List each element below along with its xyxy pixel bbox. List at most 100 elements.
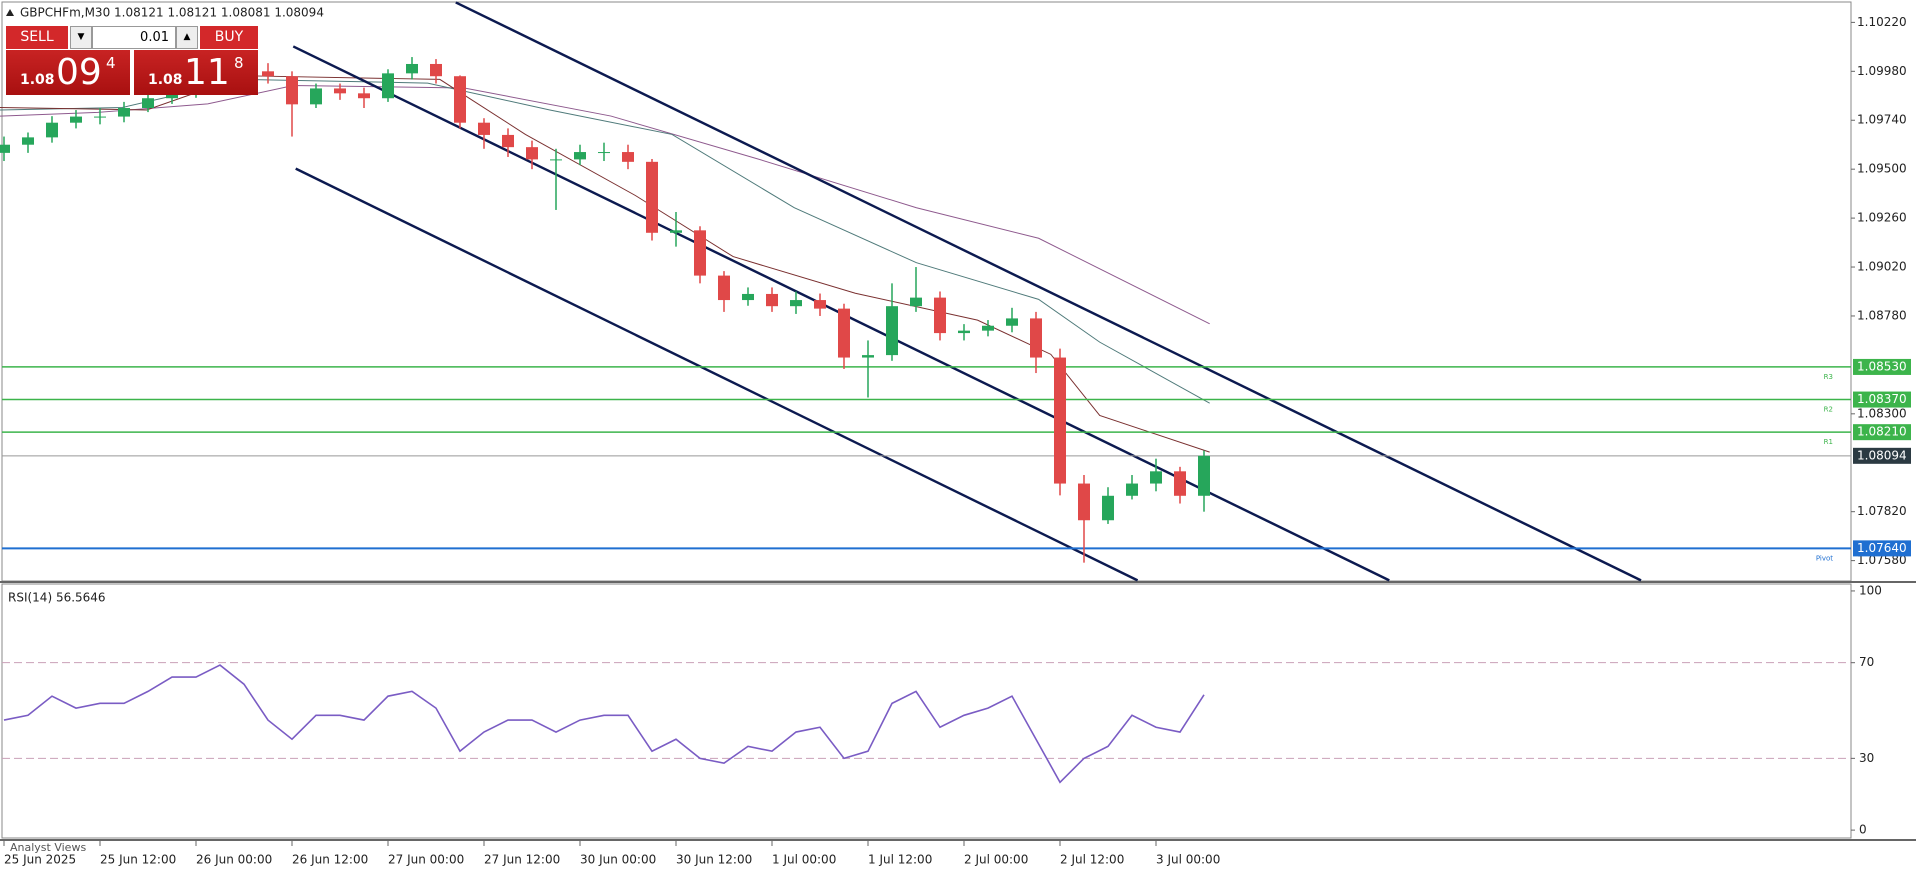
channel-line xyxy=(455,1,1642,582)
price-main: 11 xyxy=(184,52,230,93)
y-tick-label: 1.08300 xyxy=(1857,406,1907,420)
sell-button[interactable]: SELL xyxy=(6,26,68,49)
candle-body xyxy=(1102,495,1114,521)
candle-body xyxy=(94,116,106,118)
buy-price[interactable]: 1.08 11 8 xyxy=(134,50,258,95)
channel-line xyxy=(295,167,1139,582)
trade-panel: SELL ▼ 0.01 ▲ BUY 1.08 09 4 1.08 11 8 xyxy=(6,0,258,98)
level-tag xyxy=(1853,358,1911,375)
y-tick-label: 1.09740 xyxy=(1857,113,1907,127)
candle-body xyxy=(502,134,514,148)
price-sup: 4 xyxy=(106,54,116,72)
level-tag-label: 1.08370 xyxy=(1857,392,1907,406)
candle-body xyxy=(982,325,994,331)
chart-title: GBPCHFm,M30 1.08121 1.08121 1.08081 1.08… xyxy=(20,6,324,20)
candle-body xyxy=(742,293,754,301)
buy-button[interactable]: BUY xyxy=(200,26,258,49)
candle-body xyxy=(1006,318,1018,326)
candle-body xyxy=(670,230,682,233)
candle-body xyxy=(934,297,946,334)
footer-tab[interactable]: Analyst Views xyxy=(10,841,86,854)
candle-body xyxy=(70,116,82,123)
candle-body xyxy=(286,76,298,105)
candle-body xyxy=(406,63,418,74)
collapse-icon[interactable] xyxy=(6,9,14,16)
candle-body xyxy=(478,122,490,135)
candle-body xyxy=(310,88,322,105)
candle-body xyxy=(382,73,394,99)
y-tick-label: 100 xyxy=(1859,583,1882,597)
y-tick-label: 1.07580 xyxy=(1857,553,1907,567)
x-tick-label: 1 Jul 00:00 xyxy=(772,853,836,867)
rsi-line xyxy=(3,664,1205,784)
x-tick-label: 30 Jun 00:00 xyxy=(580,853,656,867)
sell-price[interactable]: 1.08 09 4 xyxy=(6,50,130,95)
level-name: R1 xyxy=(1824,438,1833,446)
candle-body xyxy=(694,230,706,276)
candle-body xyxy=(910,297,922,307)
candle-body xyxy=(718,275,730,301)
candle-body xyxy=(598,152,610,154)
x-tick-label: 27 Jun 12:00 xyxy=(484,853,560,867)
candle-body xyxy=(1126,483,1138,496)
candle-body xyxy=(862,355,874,358)
candle-body xyxy=(334,88,346,94)
y-tick-label: 1.09500 xyxy=(1857,162,1907,176)
candle-body xyxy=(622,152,634,162)
x-tick-label: 27 Jun 00:00 xyxy=(388,853,464,867)
candle-body xyxy=(550,159,562,161)
x-tick-label: 2 Jul 00:00 xyxy=(964,853,1028,867)
candle-body xyxy=(790,300,802,307)
price-big: 1.08 xyxy=(148,72,183,88)
candle-body xyxy=(262,71,274,77)
candle-body xyxy=(1078,483,1090,521)
candle-body xyxy=(814,300,826,309)
y-tick-label: 0 xyxy=(1859,823,1867,837)
candle-body xyxy=(526,147,538,160)
x-tick-label: 1 Jul 12:00 xyxy=(868,853,932,867)
x-tick-label: 3 Jul 00:00 xyxy=(1156,853,1220,867)
x-tick-label: 30 Jun 12:00 xyxy=(676,853,752,867)
candle-body xyxy=(1030,318,1042,358)
level-name: R2 xyxy=(1824,406,1833,414)
y-tick-label: 70 xyxy=(1859,655,1874,669)
candle-body xyxy=(1198,455,1210,496)
level-tag xyxy=(1853,540,1911,557)
price-sup: 8 xyxy=(234,54,244,72)
candle-body xyxy=(118,108,130,117)
level-name: Pivot xyxy=(1816,554,1833,562)
candle-body xyxy=(886,306,898,356)
candle-body xyxy=(958,330,970,334)
candle-body xyxy=(766,293,778,307)
moving-average xyxy=(0,78,1210,404)
lot-down[interactable]: ▼ xyxy=(70,26,92,49)
candle-body xyxy=(0,144,10,153)
price-big: 1.08 xyxy=(20,72,55,88)
current-price-tag xyxy=(1853,447,1911,464)
current-price-label: 1.08094 xyxy=(1857,448,1907,462)
candle-body xyxy=(574,152,586,160)
y-tick-label: 1.09020 xyxy=(1857,260,1907,274)
x-tick-label: 25 Jun 2025 xyxy=(4,853,76,867)
level-tag xyxy=(1853,391,1911,408)
rsi-title: RSI(14) 56.5646 xyxy=(8,591,106,605)
candle-body xyxy=(1054,357,1066,484)
level-tag-label: 1.08530 xyxy=(1857,359,1907,373)
level-tag-label: 1.07640 xyxy=(1857,541,1907,555)
y-tick-label: 30 xyxy=(1859,751,1874,765)
candle-body xyxy=(454,76,466,123)
candle-body xyxy=(1174,471,1186,496)
y-tick-label: 1.08780 xyxy=(1857,308,1907,322)
lot-input[interactable]: 0.01 xyxy=(92,26,176,49)
y-tick-label: 1.09260 xyxy=(1857,211,1907,225)
x-tick-label: 2 Jul 12:00 xyxy=(1060,853,1124,867)
candle-body xyxy=(838,308,850,358)
level-name: R3 xyxy=(1824,373,1833,381)
lot-up[interactable]: ▲ xyxy=(176,26,198,49)
x-tick-label: 26 Jun 12:00 xyxy=(292,853,368,867)
level-tag xyxy=(1853,424,1911,441)
y-tick-label: 1.10220 xyxy=(1857,15,1907,29)
candle-body xyxy=(22,137,34,145)
